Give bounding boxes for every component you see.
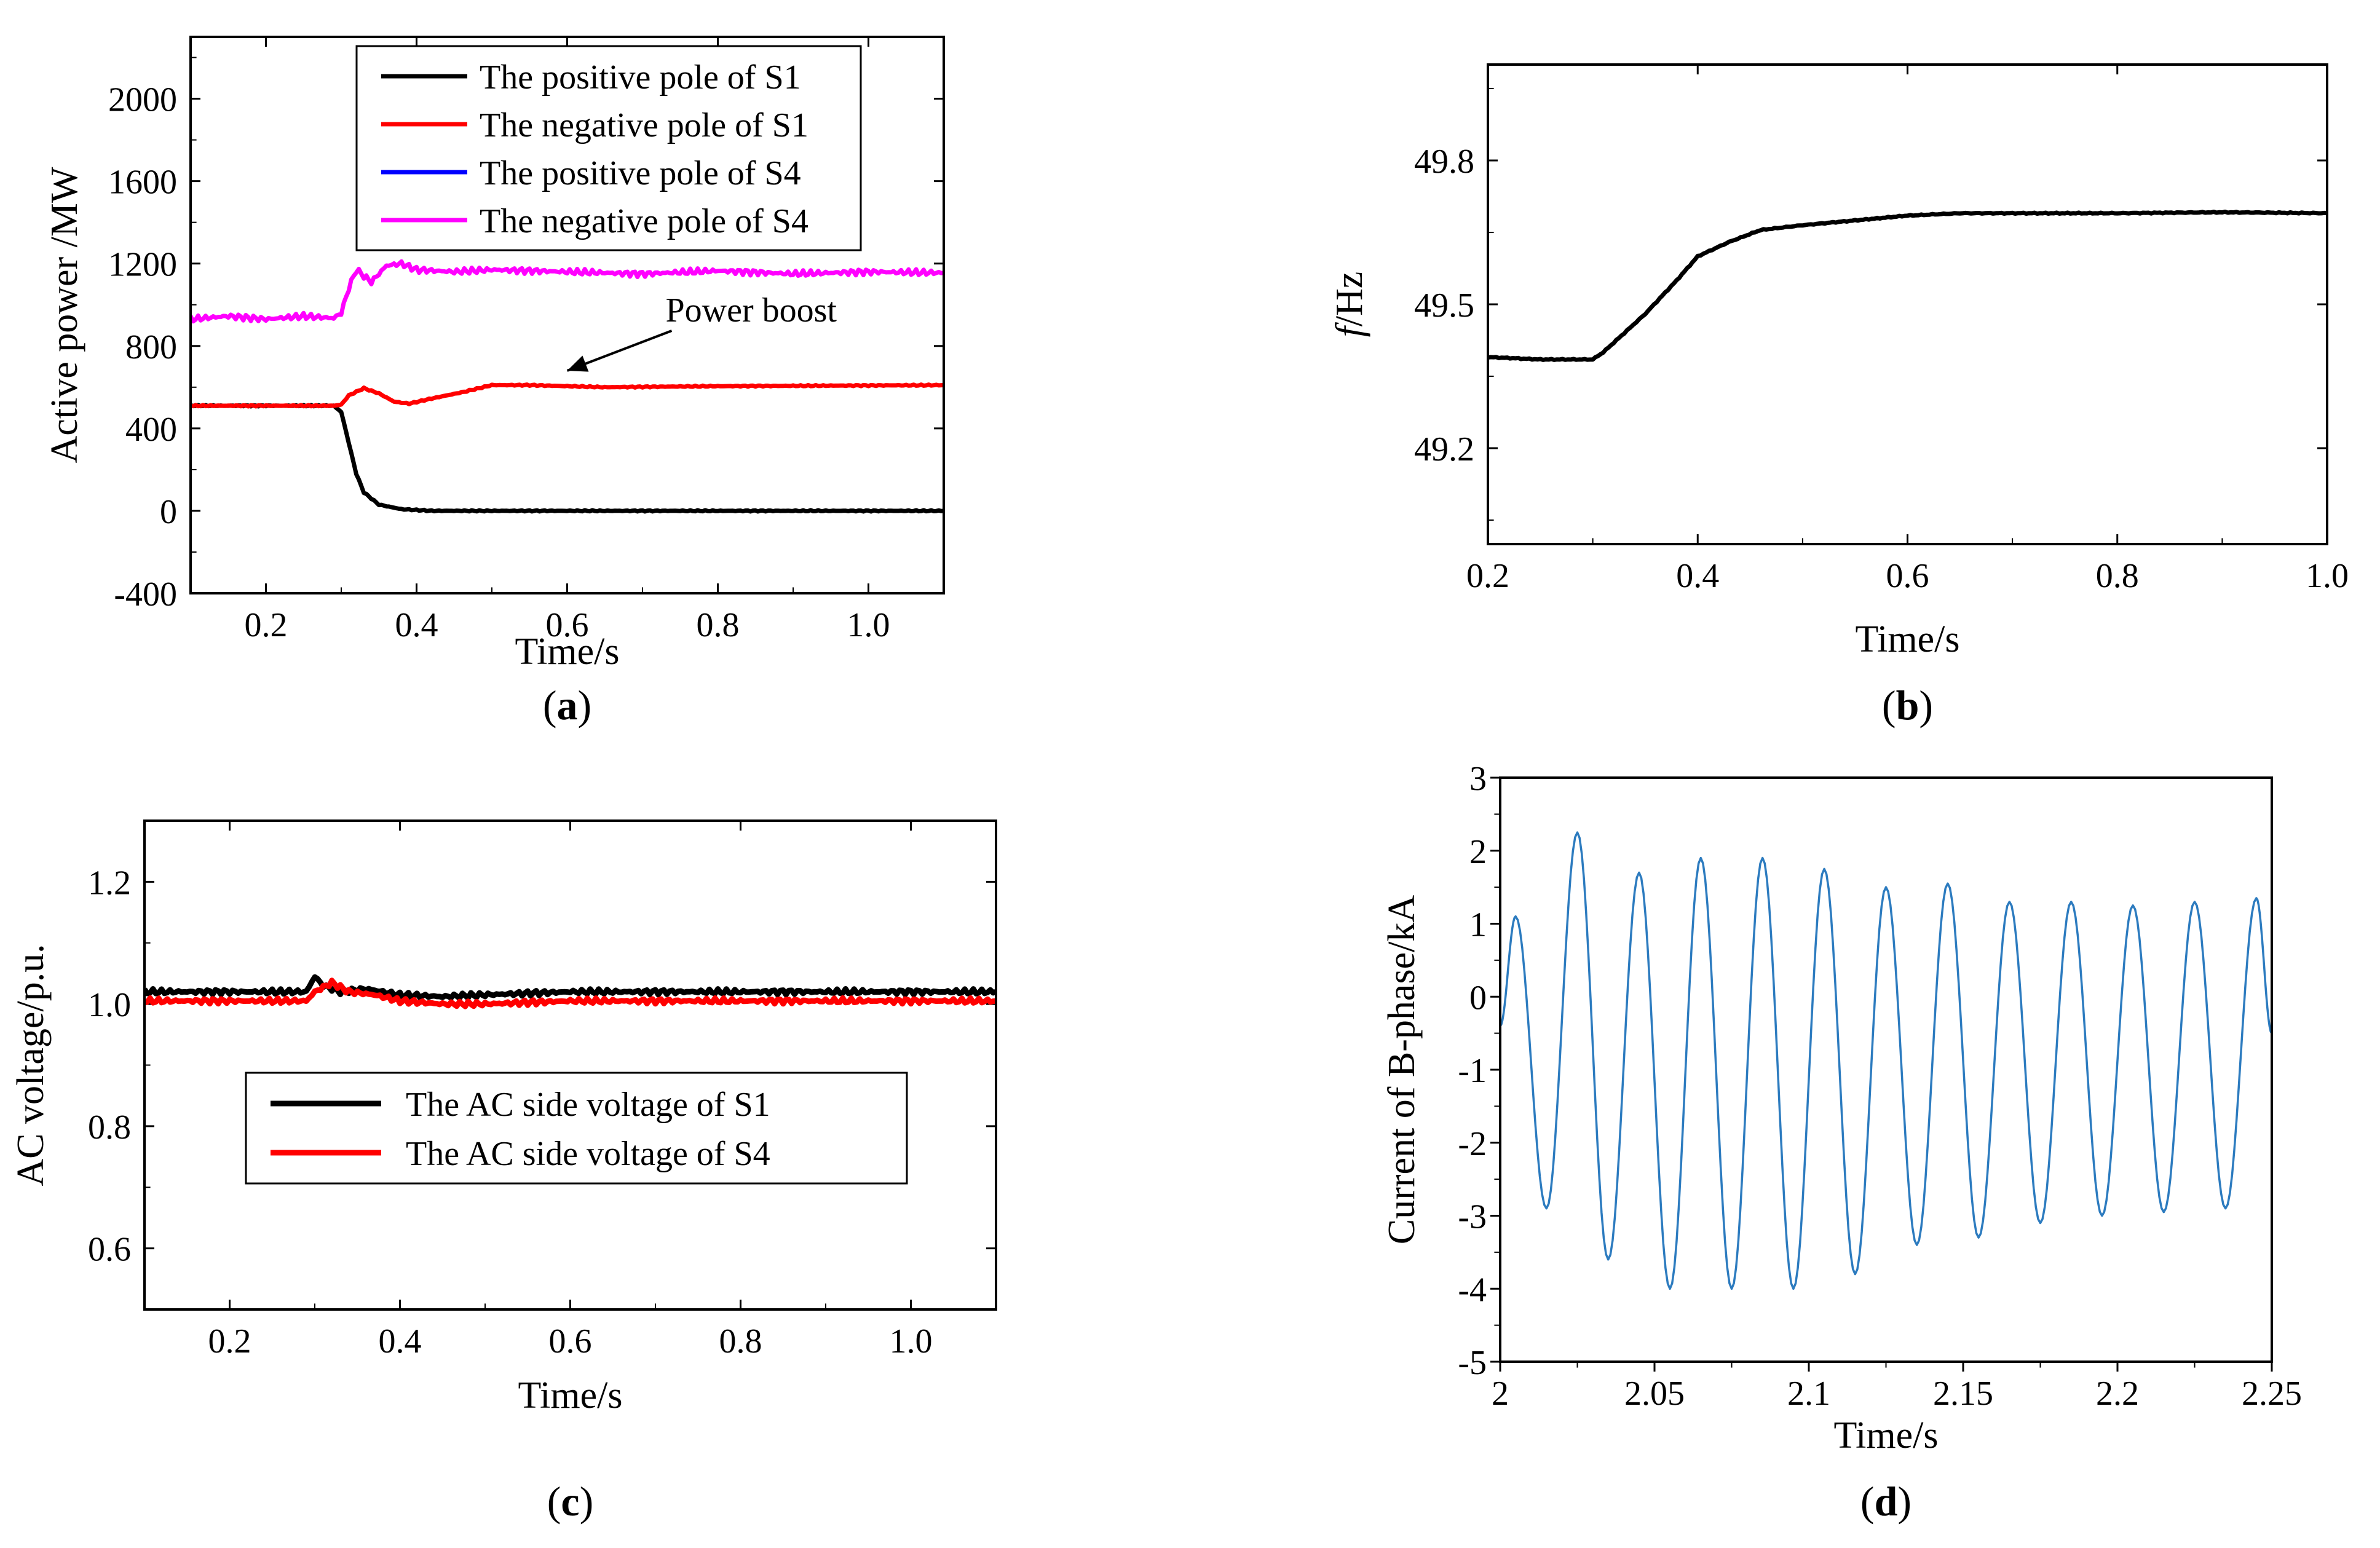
y-tick-label: 2: [1469, 833, 1487, 871]
legend-entry: The negative pole of S1: [480, 106, 808, 144]
y-tick-label: 49.2: [1414, 430, 1474, 468]
chart-panel-a: 0.2 0.4 0.6 0.8 1.0 -400 0 400 800 1200 1600 2000 Ti…: [44, 36, 945, 729]
y-tick-label: 400: [125, 411, 177, 449]
y-tick-label: 49.5: [1414, 286, 1474, 325]
y-axis-label: Current of B-phase/kA: [1381, 895, 1423, 1244]
chart-panel-b: 0.2 0.4 0.6 0.8 1.0 49.2 49.5 49.8 Time/s f/Hz (b): [1329, 63, 2349, 729]
plot-frame: [189, 36, 945, 594]
x-axis-label: Time/s: [518, 1375, 622, 1416]
plot-frame: [1487, 63, 2328, 545]
panel-label-part: b: [1896, 682, 1919, 729]
y-tick-label: 0: [160, 493, 177, 531]
x-tick-label: 0.4: [1676, 557, 1719, 595]
y-tick-label: 3: [1469, 760, 1487, 798]
panel-label-part: (: [543, 682, 557, 729]
y-tick-label: -1: [1458, 1052, 1487, 1090]
y-tick-label: -400: [114, 575, 177, 614]
series-line-data: [1500, 831, 2272, 1290]
x-tick-label: 1.0: [890, 1322, 933, 1360]
series-line-data: [1488, 209, 2327, 362]
y-tick-label: 1600: [108, 164, 177, 202]
series-line-the-ac-side-voltage-of-s4: [144, 977, 996, 1009]
legend-entry: The positive pole of S4: [480, 154, 801, 192]
chart-panel-c: 0.2 0.4 0.6 0.8 1.0 0.6 0.8 1.0 1.2 Time/s AC volt…: [10, 819, 997, 1525]
x-tick-label: 0.2: [1466, 557, 1509, 595]
x-tick-label: 1.0: [2306, 557, 2349, 595]
y-tick-label: 0.8: [88, 1108, 131, 1147]
x-tick-label: 2.2: [2096, 1375, 2139, 1413]
panel-label-part: a: [557, 682, 578, 729]
x-tick-label: 2.15: [1933, 1375, 1993, 1413]
y-tick-label: -4: [1458, 1271, 1487, 1309]
x-tick-label: 0.6: [546, 606, 589, 644]
y-tick-label: 1: [1469, 906, 1487, 944]
y-tick-label: 0.6: [88, 1231, 131, 1269]
y-axis-label: AC voltage/p.u.: [10, 944, 52, 1186]
panel-label-part: (: [1860, 1478, 1875, 1525]
x-tick-label: 0.2: [208, 1322, 251, 1360]
x-tick-label: 0.2: [245, 606, 288, 644]
x-tick-label: 0.4: [379, 1322, 422, 1360]
y-tick-label: 1200: [108, 246, 177, 284]
x-tick-label: 0.8: [719, 1322, 762, 1360]
x-tick-label: 1.0: [847, 606, 890, 644]
panel-label-part: (: [547, 1478, 561, 1525]
x-tick-label: 0.8: [2096, 557, 2139, 595]
x-tick-label: 0.8: [697, 606, 740, 644]
legend-box: [355, 45, 862, 251]
series-line-the-negative-pole-of-s1: [191, 382, 944, 409]
legend-entry: The AC side voltage of S1: [406, 1086, 770, 1124]
x-tick-label: 2.05: [1624, 1375, 1685, 1413]
y-tick-label: -3: [1458, 1198, 1487, 1236]
panel-label-part: ): [1919, 682, 1933, 729]
y-tick-label: 1.0: [88, 986, 131, 1024]
x-tick-label: 0.4: [395, 606, 438, 644]
panel-label: (c): [547, 1478, 594, 1525]
y-tick-label: 1.2: [88, 864, 131, 902]
x-tick-label: 2.25: [2242, 1375, 2302, 1413]
legend-entry: The positive pole of S1: [480, 58, 801, 97]
legend-box: [245, 1072, 908, 1185]
panel-label-part: d: [1875, 1478, 1898, 1525]
y-axis-label-unit: /Hz: [1329, 272, 1370, 327]
panel-label-part: c: [561, 1478, 579, 1525]
series-line-the-positive-pole-of-s1: [191, 403, 944, 514]
annotation-arrowhead: [567, 355, 589, 372]
x-tick-label: 2: [1492, 1375, 1509, 1413]
series-line-the-negative-pole-of-s4: [191, 259, 944, 324]
y-tick-label: -2: [1458, 1125, 1487, 1163]
y-tick-label: -5: [1458, 1344, 1487, 1382]
panel-label: (a): [543, 682, 591, 729]
x-tick-label: 0.6: [1886, 557, 1929, 595]
legend-entry: The AC side voltage of S4: [406, 1135, 770, 1173]
panel-label: (b): [1882, 682, 1933, 729]
x-tick-label: 2.1: [1787, 1375, 1830, 1413]
y-axis-label: f/Hz: [1329, 272, 1370, 338]
panel-label-part: (: [1882, 682, 1896, 729]
x-axis-label: Time/s: [515, 631, 619, 673]
panel-label: (d): [1860, 1478, 1912, 1525]
x-tick-label: 0.6: [549, 1322, 592, 1360]
x-axis-label: Time/s: [1855, 618, 1959, 660]
y-tick-label: 0: [1469, 979, 1487, 1017]
y-tick-label: 2000: [108, 81, 177, 119]
plot-frame: [143, 819, 997, 1311]
panel-label-part: ): [580, 1478, 594, 1525]
y-tick-label: 49.8: [1414, 143, 1474, 181]
chart-panel-d: 2 2.05 2.1 2.15 2.2 2.25 -5 -4 -3 -2 -1 0 1 2 3 Time/s C…: [1381, 760, 2302, 1525]
panel-label-part: ): [578, 682, 592, 729]
series-line-the-ac-side-voltage-of-s1: [144, 974, 996, 1001]
panel-label-part: ): [1897, 1478, 1912, 1525]
plot-frame: [1499, 776, 2273, 1363]
y-axis-label: Active power /MW: [44, 167, 85, 464]
annotation-text: Power boost: [666, 291, 837, 330]
y-tick-label: 800: [125, 328, 177, 366]
x-axis-label: Time/s: [1833, 1415, 1938, 1456]
legend-entry: The negative pole of S4: [480, 202, 808, 240]
